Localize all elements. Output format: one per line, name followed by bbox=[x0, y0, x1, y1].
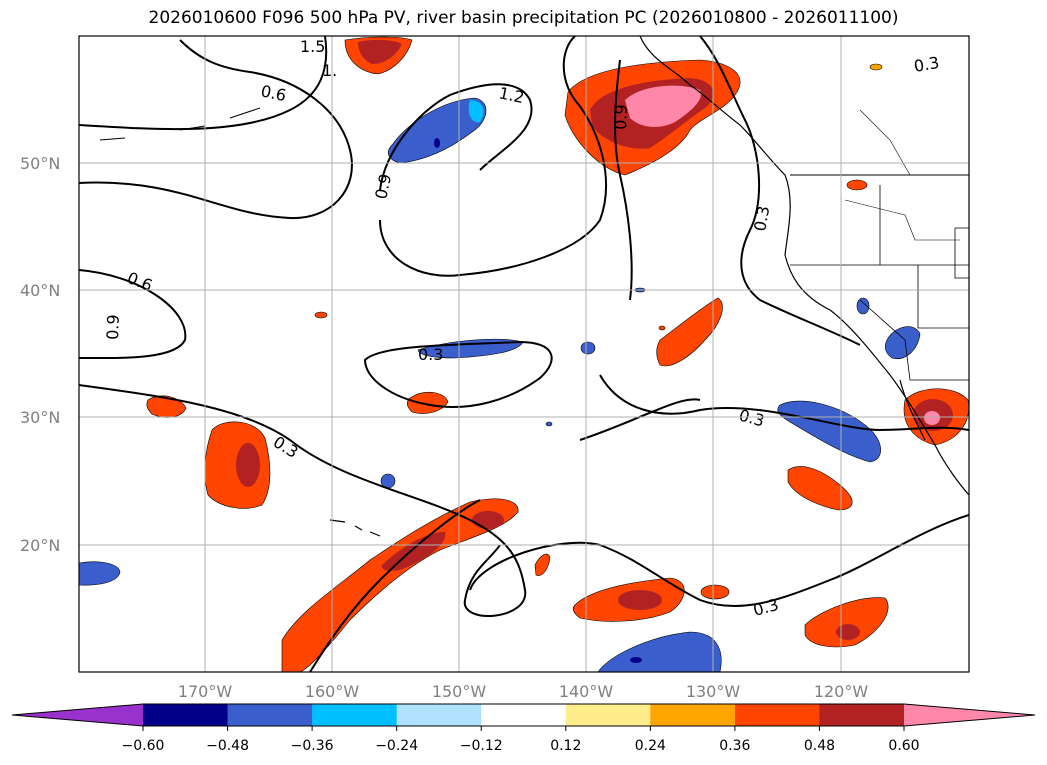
lon-labels: 170°W 160°W 150°W 140°W 130°W 120°W bbox=[178, 682, 869, 701]
colorbar-swatch bbox=[143, 704, 229, 726]
plot-frame bbox=[78, 35, 970, 673]
plot-area bbox=[79, 36, 969, 672]
contour-label: 0.3 bbox=[750, 204, 773, 232]
colorbar-swatch bbox=[227, 704, 313, 726]
positive-anomaly-bc bbox=[564, 59, 741, 176]
lon-label: 170°W bbox=[178, 682, 233, 701]
lat-label: 40°N bbox=[20, 281, 60, 300]
contour-label: 0.9 bbox=[103, 314, 123, 340]
positive-anomaly-southeast bbox=[804, 597, 889, 648]
lon-label: 160°W bbox=[305, 682, 360, 701]
contour-label: 1. bbox=[322, 61, 337, 80]
colorbar-swatch bbox=[12, 704, 143, 726]
colorbar-swatch bbox=[312, 704, 398, 726]
colorbar-tick-label: −0.60 bbox=[122, 738, 165, 754]
contour-label: 1.5 bbox=[300, 37, 325, 56]
pv-contours bbox=[79, 36, 969, 672]
lon-label: 130°W bbox=[686, 682, 741, 701]
contour-label: 0.3 bbox=[418, 345, 443, 364]
colorbar-swatch bbox=[396, 704, 482, 726]
map-title: 2026010600 F096 500 hPa PV, river basin … bbox=[148, 8, 899, 28]
positive-anomaly-alaska bbox=[344, 36, 413, 75]
colorbar-swatch bbox=[904, 704, 1035, 726]
lat-label: 20°N bbox=[20, 536, 60, 555]
colorbar: −0.60 −0.48 −0.36 −0.24 −0.12 0.12 0.24 0.36 0.4… bbox=[11, 703, 1036, 754]
coastlines bbox=[99, 36, 969, 537]
colorbar-tick-label: 0.48 bbox=[804, 738, 835, 754]
contour-label: 0.9 bbox=[611, 104, 631, 130]
positive-anomaly-south bbox=[572, 577, 685, 622]
colorbar-tick-label: −0.24 bbox=[375, 738, 418, 754]
colorbar-tick-label: −0.36 bbox=[291, 738, 334, 754]
contour-label: 1.2 bbox=[497, 83, 526, 107]
colorbar-tick-label: 0.24 bbox=[635, 738, 666, 754]
contour-label: 0.9 bbox=[371, 172, 395, 201]
colorbar-tick-label: −0.48 bbox=[206, 738, 249, 754]
lon-label: 120°W bbox=[814, 682, 869, 701]
colorbar-tick-label: 0.12 bbox=[550, 738, 581, 754]
lon-label: 150°W bbox=[432, 682, 487, 701]
colorbar-swatch bbox=[481, 704, 567, 726]
lat-labels: 50°N 40°N 30°N 20°N bbox=[20, 154, 60, 555]
gridlines bbox=[79, 36, 969, 672]
colorbar-tick-label: 0.60 bbox=[888, 738, 919, 754]
contour-label: 0.6 bbox=[259, 81, 288, 105]
contour-label: 0.3 bbox=[912, 53, 940, 76]
colorbar-swatch bbox=[565, 704, 651, 726]
colorbar-swatch bbox=[819, 704, 905, 726]
lon-label: 140°W bbox=[559, 682, 614, 701]
colorbar-tick-label: −0.12 bbox=[460, 738, 503, 754]
lat-label: 30°N bbox=[20, 408, 60, 427]
negative-anomaly-gulf bbox=[387, 97, 487, 164]
lat-label: 50°N bbox=[20, 154, 60, 173]
colorbar-swatch bbox=[734, 704, 820, 726]
positive-anomaly-west bbox=[204, 421, 271, 509]
colorbar-swatch bbox=[650, 704, 736, 726]
colorbar-tick-label: 0.36 bbox=[719, 738, 750, 754]
